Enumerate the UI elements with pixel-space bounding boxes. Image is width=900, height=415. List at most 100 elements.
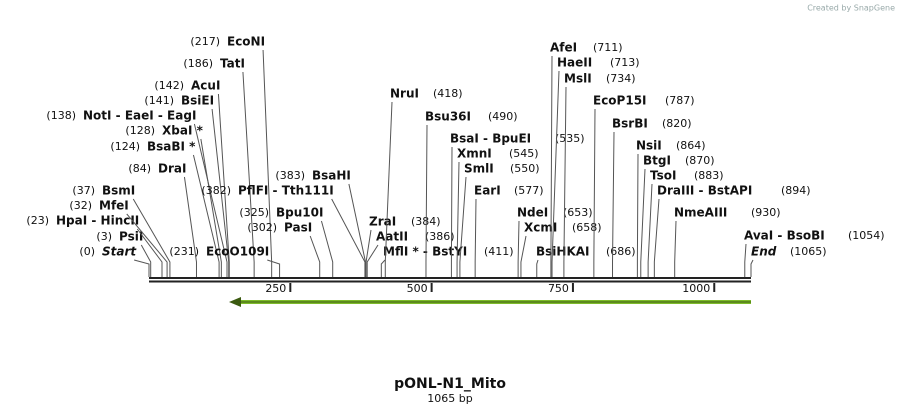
enzyme-name: EcoNI: [227, 35, 265, 49]
enzyme-name: MflI * - BstYI: [383, 245, 467, 259]
enzyme-name: AcuI: [191, 79, 220, 93]
site-position: (124): [110, 140, 140, 153]
enzyme-name: Start: [102, 245, 137, 259]
site-position: (545): [509, 147, 539, 160]
site-position: (84): [128, 162, 151, 175]
site-line: [750, 259, 754, 277]
enzyme-name: XmnI: [457, 147, 492, 161]
title: pONL-N1_Mito: [394, 376, 506, 392]
site-line: [653, 198, 660, 277]
site-line: [348, 183, 366, 277]
enzyme-name: NruI: [390, 87, 419, 101]
site-position: (930): [751, 206, 781, 219]
enzyme-name: MslI: [564, 72, 592, 86]
site-position: (653): [563, 206, 593, 219]
site-line: [193, 123, 228, 277]
site-position: (713): [610, 56, 640, 69]
site-line: [320, 220, 334, 277]
credit: Created by SnapGene: [807, 4, 895, 13]
site-line: [647, 183, 653, 277]
enzyme-name: MfeI: [99, 199, 129, 213]
site-line: [140, 244, 152, 277]
site-line: [331, 198, 366, 277]
enzyme-name: HpaI - HincII: [56, 214, 139, 228]
site-position: (1054): [848, 229, 885, 242]
site-position: (894): [781, 184, 811, 197]
site-position: (550): [510, 162, 540, 175]
site-line: [380, 259, 386, 277]
site-line: [132, 198, 171, 277]
site-position: (3): [96, 230, 112, 243]
site-position: (820): [662, 117, 692, 130]
site-position: (734): [606, 72, 636, 85]
site-line: [593, 108, 596, 277]
enzyme-name: BsaBI *: [147, 140, 196, 154]
site-line: [520, 235, 527, 277]
enzyme-name: PsiI: [119, 230, 143, 244]
enzyme-name: EarI: [474, 184, 501, 198]
site-line: [517, 220, 520, 277]
enzyme-name: BsmI: [102, 184, 135, 198]
enzyme-name: AvaI - BsoBI: [744, 229, 825, 243]
enzyme-name: BsrBI: [612, 117, 648, 131]
subtitle: 1065 bp: [427, 392, 472, 405]
site-line: [636, 153, 639, 277]
enzyme-name: Bpu10I: [276, 206, 323, 220]
ruler-tick-label: 250: [265, 282, 286, 295]
enzyme-name: TatI: [220, 57, 245, 71]
site-line: [384, 101, 393, 277]
enzyme-name: NotI - EaeI - EagI: [83, 109, 196, 123]
enzyme-name: End: [751, 245, 777, 259]
site-position: (186): [183, 57, 213, 70]
enzyme-name: NdeI: [517, 206, 548, 220]
site-line: [459, 176, 467, 277]
enzyme-name: XcmI: [524, 221, 557, 235]
site-position: (490): [488, 110, 518, 123]
site-position: (658): [572, 221, 602, 234]
enzyme-name: NsiI: [636, 139, 662, 153]
enzyme-name: EcoO109I: [206, 245, 269, 259]
site-line: [217, 93, 230, 277]
site-position: (870): [685, 154, 715, 167]
site-line: [450, 146, 453, 277]
site-line: [456, 161, 460, 277]
site-line: [211, 108, 230, 277]
ruler-tick-label: 1000: [682, 282, 710, 295]
enzyme-name: BsaHI: [312, 169, 351, 183]
site-position: (138): [46, 109, 76, 122]
site-line: [183, 176, 197, 277]
enzyme-name: EcoP15I: [593, 94, 647, 108]
site-line: [674, 220, 677, 277]
site-position: (382): [201, 184, 231, 197]
site-position: (535): [555, 132, 585, 145]
site-line: [126, 213, 168, 277]
site-line: [474, 198, 477, 277]
site-position: (883): [694, 169, 724, 182]
site-line: [136, 228, 163, 277]
site-position: (217): [190, 35, 220, 48]
enzyme-name: PasI: [284, 221, 312, 235]
enzyme-name: DraI: [158, 162, 186, 176]
site-position: (864): [676, 139, 706, 152]
site-line: [365, 229, 372, 277]
site-position: (711): [593, 41, 623, 54]
enzyme-name: BsiEI: [181, 94, 214, 108]
site-line: [744, 243, 747, 277]
site-line: [612, 131, 615, 277]
site-line: [192, 154, 220, 277]
site-position: (128): [125, 124, 155, 137]
enzyme-name: HaeII: [557, 56, 592, 70]
enzyme-name: AfeI: [550, 41, 577, 55]
site-position: (686): [606, 245, 636, 258]
enzyme-name: NmeAIII: [674, 206, 727, 220]
site-position: (231): [169, 245, 199, 258]
enzyme-name: DraIII - BstAPI: [657, 184, 752, 198]
site-line: [267, 259, 281, 277]
site-position: (383): [275, 169, 305, 182]
enzyme-name: ZraI: [369, 215, 396, 229]
site-line: [425, 124, 428, 277]
arrow-head: [229, 297, 241, 307]
site-position: (0): [79, 245, 95, 258]
site-position: (1065): [790, 245, 827, 258]
